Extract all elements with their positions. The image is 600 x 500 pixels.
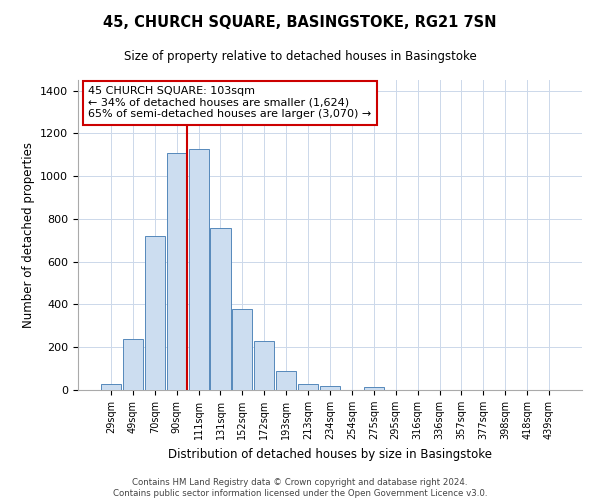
Text: 45 CHURCH SQUARE: 103sqm
← 34% of detached houses are smaller (1,624)
65% of sem: 45 CHURCH SQUARE: 103sqm ← 34% of detach… <box>88 86 371 120</box>
Bar <box>167 152 187 390</box>
Bar <box>320 386 340 390</box>
Bar <box>254 341 274 390</box>
Bar <box>145 236 165 390</box>
Bar <box>123 338 143 390</box>
Y-axis label: Number of detached properties: Number of detached properties <box>22 142 35 328</box>
Bar <box>276 371 296 390</box>
Bar <box>298 384 318 390</box>
X-axis label: Distribution of detached houses by size in Basingstoke: Distribution of detached houses by size … <box>168 448 492 460</box>
Bar <box>364 387 384 390</box>
Bar <box>188 150 209 390</box>
Text: 45, CHURCH SQUARE, BASINGSTOKE, RG21 7SN: 45, CHURCH SQUARE, BASINGSTOKE, RG21 7SN <box>103 15 497 30</box>
Bar <box>232 309 253 390</box>
Text: Contains HM Land Registry data © Crown copyright and database right 2024.
Contai: Contains HM Land Registry data © Crown c… <box>113 478 487 498</box>
Text: Size of property relative to detached houses in Basingstoke: Size of property relative to detached ho… <box>124 50 476 63</box>
Bar <box>101 384 121 390</box>
Bar <box>211 228 230 390</box>
